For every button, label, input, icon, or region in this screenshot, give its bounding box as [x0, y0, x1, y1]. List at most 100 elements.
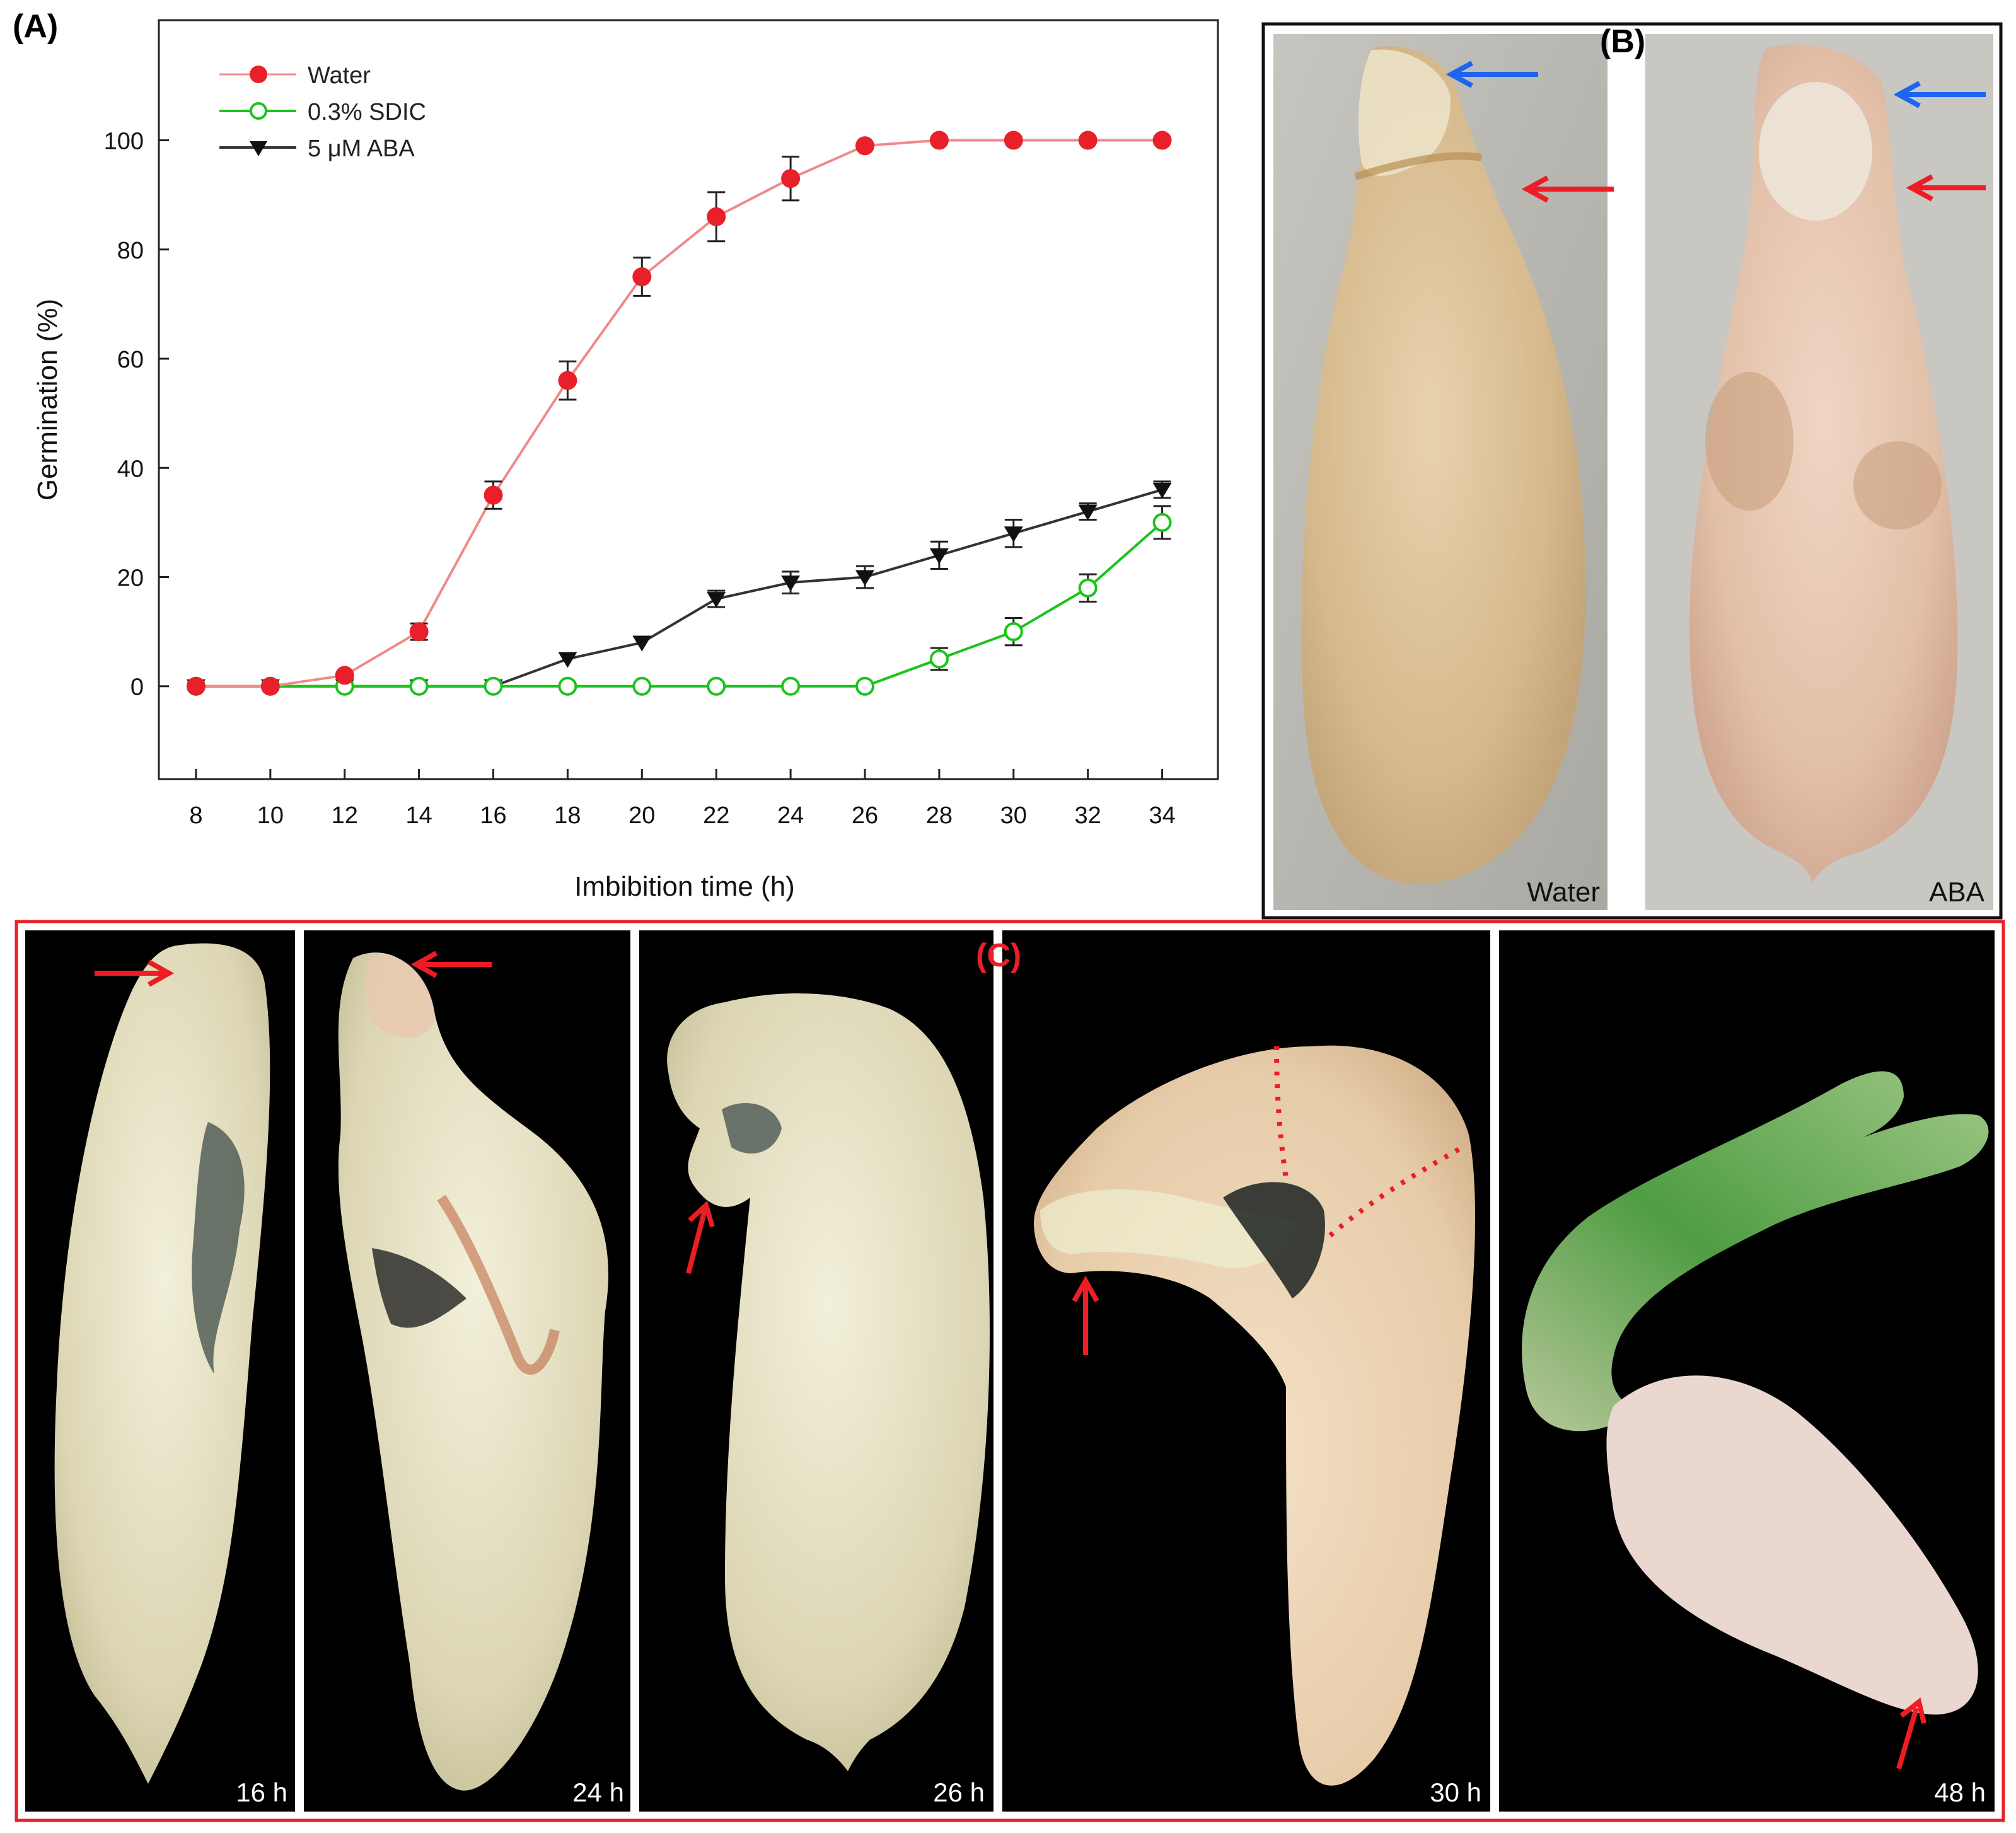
series-layer	[186, 130, 1172, 696]
data-point	[707, 207, 726, 226]
y-tick-label: 60	[117, 347, 144, 373]
data-point	[1004, 526, 1023, 543]
data-point	[1152, 482, 1172, 499]
data-point	[929, 649, 949, 669]
x-tick-label: 30	[1000, 802, 1027, 829]
data-point	[484, 485, 503, 505]
y-tick-label: 0	[130, 674, 144, 701]
dotted-line-1	[1274, 1046, 1289, 1179]
x-tick-label: 18	[554, 802, 581, 829]
photo-24h: 24 h	[304, 930, 630, 1812]
arrow-red-26h	[686, 1200, 715, 1275]
x-tick-label: 10	[257, 802, 284, 829]
photo-aba-seed: ABA	[1645, 34, 1993, 910]
data-point	[409, 622, 429, 642]
data-point	[1152, 130, 1172, 150]
panel-label-c: (C)	[976, 937, 1022, 974]
x-tick-label: 22	[703, 802, 729, 829]
photo-16h: 16 h	[25, 930, 295, 1812]
legend-item-aba: 5 μM ABA	[219, 136, 415, 162]
legend-marker-sdic	[250, 102, 267, 120]
data-point	[707, 676, 726, 696]
panel-c-photos: 16 h 24 h 26 h 30	[14, 920, 2005, 1822]
arrow-blue-aba	[1893, 81, 1986, 108]
photo-48h: 48 h	[1499, 930, 1995, 1812]
y-tick-label: 20	[117, 565, 144, 592]
x-tick-label: 26	[852, 802, 878, 829]
x-tick-label: 12	[332, 802, 358, 829]
data-point	[707, 592, 726, 608]
y-axis-label: Germination (%)	[32, 299, 63, 500]
data-point	[484, 676, 503, 696]
legend-label-aba: 5 μM ABA	[308, 136, 415, 162]
y-tick-label: 40	[117, 456, 144, 482]
data-point	[558, 371, 577, 390]
data-point	[1078, 504, 1098, 521]
data-point	[558, 652, 577, 668]
arrow-blue-water	[1445, 61, 1538, 88]
dotted-line-2	[1328, 1145, 1464, 1238]
data-point	[1004, 130, 1023, 150]
data-point	[781, 575, 801, 592]
panel-label-b: (B)	[1600, 23, 1646, 60]
data-point	[632, 676, 652, 696]
arrow-red-48h	[1896, 1697, 1926, 1770]
x-tick-label: 32	[1075, 802, 1101, 829]
arrow-red-water	[1521, 175, 1614, 203]
seedling-48h-shoot	[1522, 1071, 1989, 1431]
panel-b-photos: Water ABA	[1261, 22, 2003, 920]
x-tick-label: 24	[777, 802, 804, 829]
legend-item-water: Water	[219, 62, 371, 89]
x-tick-label: 16	[480, 802, 506, 829]
seed-aba	[1689, 44, 1958, 882]
legend-label-water: Water	[308, 62, 371, 89]
data-point	[929, 130, 949, 150]
data-point	[260, 676, 280, 696]
plot-frame	[158, 19, 1219, 780]
data-point	[1078, 578, 1098, 598]
data-point	[929, 548, 949, 564]
arrow-red-24h	[410, 951, 492, 978]
photo-30h: 30 h	[1002, 930, 1490, 1812]
data-point	[632, 267, 652, 287]
data-point	[781, 676, 801, 696]
data-point	[632, 635, 652, 652]
data-point	[855, 676, 874, 696]
photo-caption-48h: 48 h	[1934, 1778, 1986, 1807]
data-point	[1004, 622, 1023, 642]
photo-caption-water: Water	[1527, 877, 1600, 908]
seed-26h	[667, 993, 990, 1771]
photo-caption-16h: 16 h	[236, 1778, 287, 1807]
arrow-red-aba	[1906, 174, 1986, 202]
data-point	[1078, 130, 1098, 150]
y-axis-ticks: 0 20 40 60 80 100	[104, 129, 169, 701]
x-tick-label: 14	[405, 802, 432, 829]
y-tick-label: 100	[104, 129, 144, 155]
series-0-3-sdic	[186, 505, 1172, 696]
photo-caption-26h: 26 h	[933, 1778, 985, 1807]
legend-marker-aba	[250, 141, 267, 156]
panel-a-chart: 0 20 40 60 80 100 8 10 12 14 16 18 20 22 24 26 28 30 32 34…	[32, 19, 1219, 902]
photo-caption-24h: 24 h	[572, 1778, 624, 1807]
data-point	[781, 169, 801, 188]
series-line	[195, 139, 1162, 688]
data-point	[409, 676, 429, 696]
seedling-48h-seed	[1606, 1375, 1978, 1714]
series-water	[186, 130, 1172, 696]
x-tick-label: 8	[189, 802, 202, 829]
arrow-red-30h	[1072, 1275, 1099, 1355]
data-point	[558, 676, 577, 696]
x-tick-label: 34	[1149, 802, 1175, 829]
seed-24h	[338, 952, 609, 1791]
data-point	[186, 676, 206, 696]
legend: Water 0.3% SDIC 5 μM ABA	[219, 62, 426, 162]
series-5-m-aba	[186, 480, 1172, 695]
x-axis-ticks: 8 10 12 14 16 18 20 22 24 26 28 30 32 34	[189, 769, 1176, 829]
legend-marker-water	[250, 66, 267, 83]
legend-label-sdic: 0.3% SDIC	[308, 99, 426, 125]
photo-caption-aba: ABA	[1929, 877, 1985, 908]
x-axis-label: Imbibition time (h)	[574, 871, 795, 902]
photo-water-seed: Water	[1273, 34, 1614, 910]
x-tick-label: 28	[926, 802, 953, 829]
